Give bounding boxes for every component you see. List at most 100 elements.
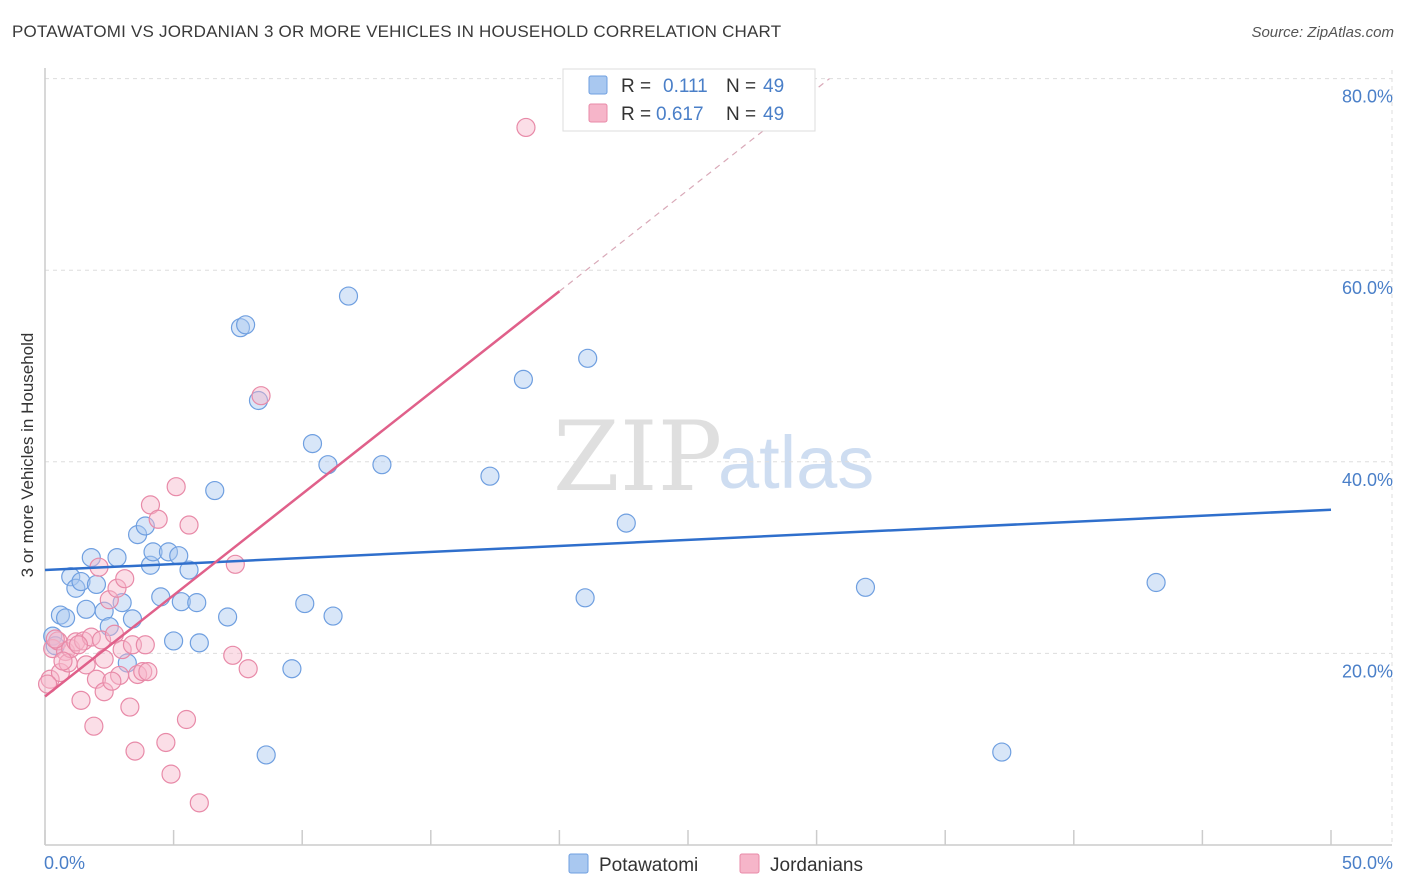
jordanians-point-47	[102, 671, 122, 691]
potawatomi-point-39	[372, 455, 392, 475]
jordanians-trend-line	[44, 290, 561, 698]
potawatomi-point-6	[76, 599, 96, 619]
jordanians-point-24	[120, 697, 140, 717]
potawatomi-point-24	[179, 560, 199, 580]
potawatomi-point-11	[107, 547, 127, 568]
potawatomi-point-18	[143, 542, 163, 562]
potawatomi-point-20	[158, 542, 179, 562]
jordanians-point-3	[50, 662, 71, 683]
legend-n-value-2: 49	[763, 104, 784, 125]
jordanians-point-45	[53, 651, 73, 671]
trend-lines	[44, 78, 1332, 698]
jordanians-point-38	[189, 793, 209, 813]
jordanians-point-46	[68, 635, 89, 655]
potawatomi-point-7	[81, 547, 101, 568]
jordanians-point-26	[125, 741, 145, 761]
potawatomi-point-43	[578, 348, 598, 368]
potawatomi-point-35	[302, 433, 323, 454]
potawatomi-point-46	[992, 742, 1012, 762]
potawatomi-point-44	[616, 513, 636, 533]
y-tick-label-60: 60.0%	[1342, 278, 1393, 298]
potawatomi-point-14	[122, 609, 143, 629]
jordanians-point-32	[148, 509, 168, 529]
legend-swatch-potawatomi	[588, 75, 608, 95]
bottom-legend-swatch-potawatomi	[568, 853, 589, 874]
jordanians-point-33	[156, 732, 176, 753]
potawatomi-point-38	[338, 286, 359, 306]
potawatomi-point-32	[256, 745, 276, 765]
legend-n-label-2: N =	[726, 104, 756, 125]
potawatomi-point-25	[187, 593, 207, 613]
potawatomi-point-33	[282, 659, 302, 679]
jordanians-point-12	[84, 716, 104, 736]
potawatomi-points	[43, 286, 1166, 765]
potawatomi-point-34	[295, 593, 315, 614]
bottom-legend-label-jordanians: Jordanians	[770, 855, 863, 876]
jordanians-point-20	[107, 578, 127, 598]
jordanians-point-35	[166, 477, 186, 497]
legend-r-label-2: R =	[621, 104, 651, 125]
jordanians-point-30	[138, 662, 158, 682]
chart-title: POTAWATOMI VS JORDANIAN 3 OR MORE VEHICL…	[12, 22, 782, 41]
potawatomi-point-40	[480, 466, 500, 486]
y-tick-label-80: 80.0%	[1342, 87, 1393, 107]
legend-r-value-2: 0.617	[656, 104, 704, 125]
potawatomi-point-23	[171, 592, 191, 612]
jordanians-point-41	[238, 659, 258, 679]
jordanians-point-23	[115, 569, 135, 589]
jordanians-point-48	[45, 629, 65, 649]
jordanians-points	[37, 117, 536, 813]
y-tick-label-20: 20.0%	[1342, 661, 1393, 681]
potawatomi-point-19	[151, 587, 171, 607]
jordanians-point-39	[223, 645, 243, 665]
potawatomi-point-8	[86, 574, 107, 595]
jordanians-point-7	[66, 632, 86, 652]
series-legend: Potawatomi Jordanians	[568, 853, 863, 876]
x-tick-label-max: 50.0%	[1342, 853, 1393, 873]
potawatomi-point-29	[230, 318, 251, 338]
jordanians-point-17	[94, 682, 114, 702]
legend-r-label-1: R =	[621, 76, 651, 97]
potawatomi-point-41	[513, 369, 533, 390]
jordanians-point-18	[99, 590, 119, 610]
watermark: ZIP atlas	[553, 401, 874, 513]
jordanians-point-22	[112, 639, 132, 660]
jordanians-point-36	[176, 709, 197, 730]
potawatomi-point-27	[205, 480, 225, 501]
bottom-legend-label-potawatomi: Potawatomi	[599, 855, 698, 876]
potawatomi-trend-line	[44, 508, 1332, 572]
watermark-atlas: atlas	[718, 421, 874, 504]
potawatomi-point-45	[855, 577, 876, 597]
legend-n-label-1: N =	[726, 76, 756, 97]
jordanians-point-8	[71, 690, 91, 710]
legend-swatch-jordanians	[588, 103, 608, 123]
jordanians-point-43	[516, 117, 536, 138]
potawatomi-point-1	[50, 605, 71, 625]
potawatomi-point-26	[189, 633, 209, 653]
potawatomi-point-28	[218, 607, 238, 627]
legend-r-value-1: 0.111	[663, 76, 708, 97]
jordanians-point-40	[225, 554, 245, 574]
jordanians-point-28	[133, 662, 153, 682]
potawatomi-point-42	[575, 588, 595, 608]
axes	[44, 68, 1392, 846]
x-tick-labels: 0.0% 50.0%	[44, 853, 1393, 873]
jordanians-point-37	[179, 515, 199, 535]
potawatomi-point-47	[1146, 572, 1166, 593]
jordanians-point-29	[135, 635, 155, 655]
potawatomi-point-37	[323, 606, 343, 626]
stats-legend: R = 0.111 N = 49 R = 0.617 N = 49	[562, 68, 816, 132]
bottom-legend-swatch-jordanians	[739, 853, 760, 874]
y-tick-label-40: 40.0%	[1342, 470, 1393, 490]
potawatomi-point-2	[55, 608, 76, 628]
potawatomi-point-9	[94, 601, 114, 621]
potawatomi-point-5	[71, 571, 91, 592]
gridlines	[45, 70, 1393, 845]
jordanians-point-16	[94, 649, 114, 669]
potawatomi-point-21	[164, 631, 184, 651]
watermark-zip: ZIP	[553, 401, 722, 513]
x-tick-label-min: 0.0%	[44, 853, 85, 873]
y-tick-labels: 20.0% 40.0% 60.0% 80.0%	[1342, 87, 1393, 682]
potawatomi-point-30	[236, 315, 256, 335]
